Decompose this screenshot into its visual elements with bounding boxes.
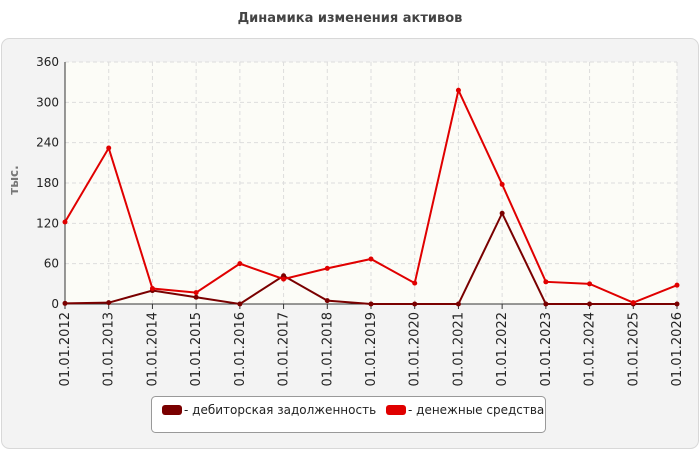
point [237, 261, 243, 267]
y-tick-label: 360 [36, 55, 59, 69]
point [324, 298, 330, 304]
y-axis-label: тыс. [7, 165, 21, 194]
x-tick-label: 01.01.2013 [102, 312, 117, 386]
point [630, 300, 636, 306]
y-tick-label: 0 [51, 297, 59, 311]
x-tick-label: 01.01.2017 [277, 312, 292, 386]
y-tick-label: 180 [36, 176, 59, 190]
x-tick-label: 01.01.2022 [495, 312, 510, 386]
x-tick-label: 01.01.2026 [670, 312, 685, 386]
point [455, 87, 461, 93]
point [62, 300, 68, 306]
legend-label: - денежные средства [408, 403, 544, 417]
legend-swatch [162, 405, 182, 415]
point [499, 210, 505, 216]
y-tick-label: 300 [36, 95, 59, 109]
point [499, 181, 505, 187]
point [674, 301, 680, 307]
y-tick-label: 120 [36, 216, 59, 230]
y-tick-label: 240 [36, 136, 59, 150]
point [368, 256, 374, 262]
point [106, 145, 112, 151]
point [193, 294, 199, 300]
point [62, 219, 68, 225]
point [412, 301, 418, 307]
x-tick-label: 01.01.2018 [320, 312, 335, 386]
x-tick-label: 01.01.2012 [58, 312, 73, 386]
legend-swatch [386, 405, 406, 415]
point [106, 300, 112, 306]
x-tick-label: 01.01.2016 [233, 312, 248, 386]
point [149, 286, 155, 292]
point [368, 301, 374, 307]
x-tick-label: 01.01.2019 [364, 312, 379, 386]
x-tick-label: 01.01.2023 [539, 312, 554, 386]
y-tick-label: 60 [44, 257, 59, 271]
point [587, 281, 593, 287]
x-tick-label: 01.01.2014 [145, 312, 160, 386]
point [455, 301, 461, 307]
legend-label: - дебиторская задолженность [184, 403, 376, 417]
x-tick-label: 01.01.2024 [583, 312, 598, 386]
point [237, 301, 243, 307]
point [543, 279, 549, 285]
point [412, 280, 418, 286]
point [587, 301, 593, 307]
point [193, 290, 199, 296]
x-tick-label: 01.01.2020 [408, 312, 423, 386]
legend [151, 396, 546, 433]
point [281, 276, 287, 282]
x-tick-label: 01.01.2015 [189, 312, 204, 386]
point [324, 265, 330, 271]
chart-title: Динамика изменения активов [238, 11, 463, 26]
point [543, 301, 549, 307]
x-tick-label: 01.01.2021 [451, 312, 466, 386]
x-tick-label: 01.01.2025 [626, 312, 641, 386]
point [674, 282, 680, 288]
